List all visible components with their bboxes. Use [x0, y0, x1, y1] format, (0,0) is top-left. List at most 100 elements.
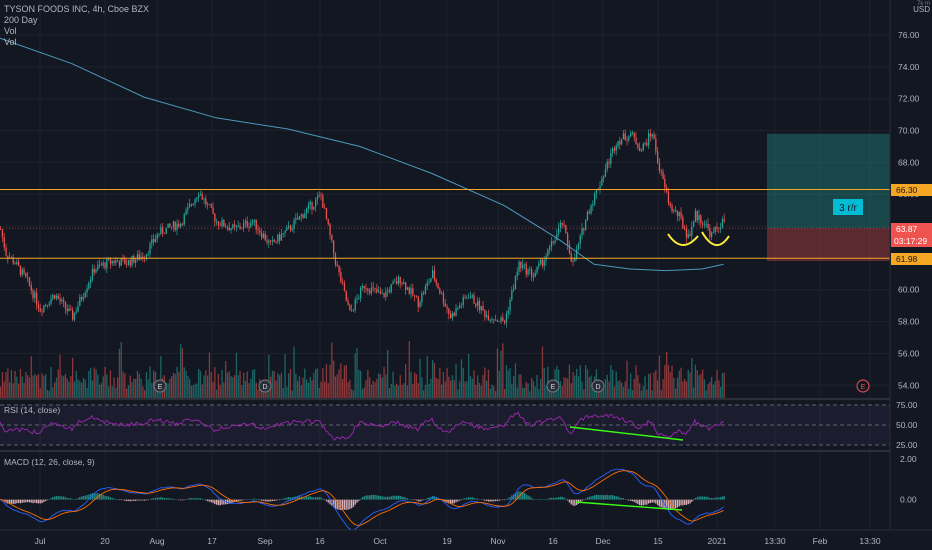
macd-histogram-bar [304, 496, 306, 500]
macd-histogram-bar [693, 499, 695, 501]
volume-bar [306, 379, 308, 398]
rsi-title: RSI (14, close) [4, 405, 60, 415]
volume-bar [61, 375, 63, 398]
candle-body [396, 281, 398, 284]
macd-histogram-bar [401, 496, 403, 500]
macd-histogram-bar [131, 499, 133, 501]
event-marker-label: D [262, 384, 267, 391]
macd-histogram-bar [642, 499, 644, 506]
macd-histogram-bar [253, 498, 256, 500]
macd-histogram-bar [617, 496, 619, 500]
macd-histogram-bar [345, 499, 347, 510]
legend-vol[interactable]: Vol [4, 26, 17, 36]
candle-body [225, 226, 227, 228]
macd-histogram-bar [534, 499, 536, 500]
position-loss-zone[interactable] [767, 228, 890, 262]
candle-body [617, 141, 619, 146]
candle-body [86, 288, 88, 293]
volume-bar [244, 380, 247, 398]
candle-body [520, 261, 522, 269]
candle-body [318, 195, 320, 197]
volume-bar [423, 390, 425, 398]
volume-bar [500, 350, 502, 398]
macd-divergence-line [575, 501, 683, 511]
macd-histogram-bar [608, 495, 610, 500]
candle-body [257, 229, 259, 231]
macd-histogram-bar [640, 499, 643, 506]
macd-histogram-bar [592, 495, 594, 500]
candle-body [590, 205, 592, 214]
volume-bar [622, 386, 625, 398]
candle-body [151, 239, 153, 244]
volume-bar [432, 359, 434, 398]
macd-histogram-bar [448, 499, 450, 504]
candle-body [421, 293, 423, 303]
macd-histogram-bar [662, 499, 664, 508]
volume-bar [639, 383, 641, 398]
volume-bar [541, 346, 544, 398]
price-axis[interactable]: 76.0074.0072.0070.0068.0066.0064.0062.00… [898, 30, 920, 390]
volume-bar [180, 344, 182, 398]
legend-ma[interactable]: 200 Day [4, 15, 38, 25]
symbol-title[interactable]: TYSON FOODS INC, 4h, Cboe BZX [4, 4, 150, 14]
macd-histogram-bar [394, 495, 396, 500]
legend-vol-2[interactable]: Vol [4, 37, 17, 47]
macd-histogram-bar [478, 499, 481, 500]
candle-body [374, 287, 376, 289]
candle-body [424, 286, 427, 294]
candle-body [606, 161, 608, 170]
macd-histogram-bar [185, 499, 187, 500]
volume-bar [102, 376, 104, 398]
candle-body [716, 226, 718, 229]
candle-body [399, 276, 401, 284]
candle-body [149, 243, 151, 254]
candle-body [264, 233, 266, 241]
macd-histogram-bar [698, 496, 700, 500]
time-tick: 15 [653, 536, 663, 546]
svg-text:61.98: 61.98 [896, 254, 918, 264]
candle-body [588, 211, 590, 214]
volume-bar [410, 372, 412, 398]
volume-bar [660, 389, 662, 398]
time-axis[interactable]: Jul 20 Aug 17 Sep 16 Oct 19 Nov 16 Dec 15 2021 13:30 F… [35, 536, 881, 546]
position-profit-zone[interactable] [767, 133, 890, 229]
candle-body [171, 226, 173, 228]
volume-bar [88, 371, 90, 398]
candle-body [311, 201, 313, 210]
volume-bar [345, 365, 347, 398]
volume-bar [3, 381, 5, 398]
macd-histogram-bar [376, 495, 378, 500]
volume-bar [703, 379, 706, 398]
macd-histogram-bar [246, 499, 248, 501]
macd-histogram-bar [716, 497, 718, 500]
event-marker [591, 379, 605, 393]
macd-histogram-bar [158, 497, 160, 500]
candle-body [397, 276, 400, 284]
macd-histogram-bar [18, 499, 20, 503]
candle-body [28, 277, 31, 286]
macd-histogram-bar [239, 499, 241, 501]
macd-histogram-bar [68, 498, 70, 500]
candle-body [262, 233, 265, 238]
macd-histogram-bar [415, 499, 418, 501]
macd-histogram-bar [477, 498, 479, 500]
macd-histogram-bar [691, 499, 693, 502]
macd-histogram-bar [365, 495, 367, 500]
candle-body [502, 317, 504, 321]
macd-histogram-bar [374, 494, 376, 500]
volume-bar [496, 348, 499, 398]
macd-histogram-bar [651, 499, 653, 503]
macd-histogram-bar [523, 492, 526, 500]
candle-body [685, 229, 688, 238]
candle-body [613, 148, 616, 151]
volume-bar [462, 368, 464, 398]
macd-histogram-bar [460, 499, 463, 501]
macd-histogram-bar [311, 497, 313, 500]
volume-bar [667, 364, 670, 398]
volume-bar [70, 376, 72, 398]
volume-bar [343, 365, 346, 398]
chart-legend[interactable]: TYSON FOODS INC, 4h, Cboe BZX 200 Day Vo… [4, 4, 149, 48]
